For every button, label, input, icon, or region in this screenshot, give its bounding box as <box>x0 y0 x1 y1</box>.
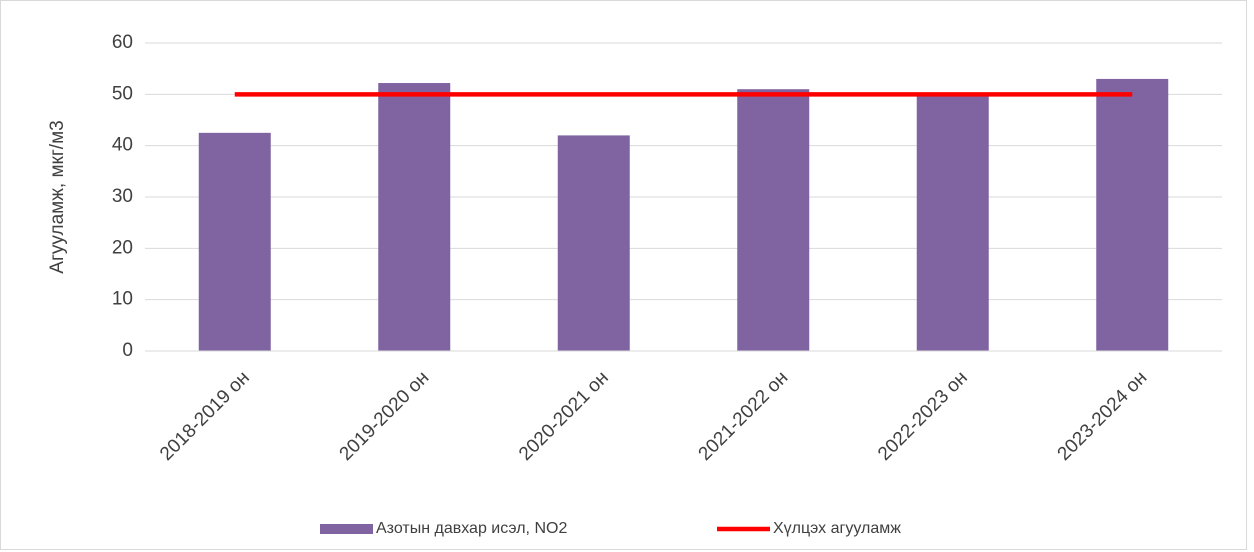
bar <box>557 135 630 351</box>
bar <box>378 83 451 351</box>
legend-swatch <box>320 524 373 534</box>
y-tick-label: 50 <box>112 83 133 104</box>
y-tick-label: 10 <box>112 289 133 310</box>
bar <box>198 132 271 351</box>
bar <box>916 94 989 351</box>
legend-label: Азотын давхар исэл, NO2 <box>376 520 567 537</box>
y-axis-label: Агууламж, мкг/м3 <box>47 120 68 273</box>
y-tick-label: 20 <box>112 237 133 258</box>
bar <box>737 89 810 351</box>
legend-label: Хүлцэх агууламж <box>773 520 901 537</box>
y-tick-label: 60 <box>112 32 133 53</box>
y-tick-label: 0 <box>122 340 133 361</box>
bar <box>1096 78 1169 351</box>
y-tick-label: 40 <box>112 135 133 156</box>
y-tick-label: 30 <box>112 186 133 207</box>
